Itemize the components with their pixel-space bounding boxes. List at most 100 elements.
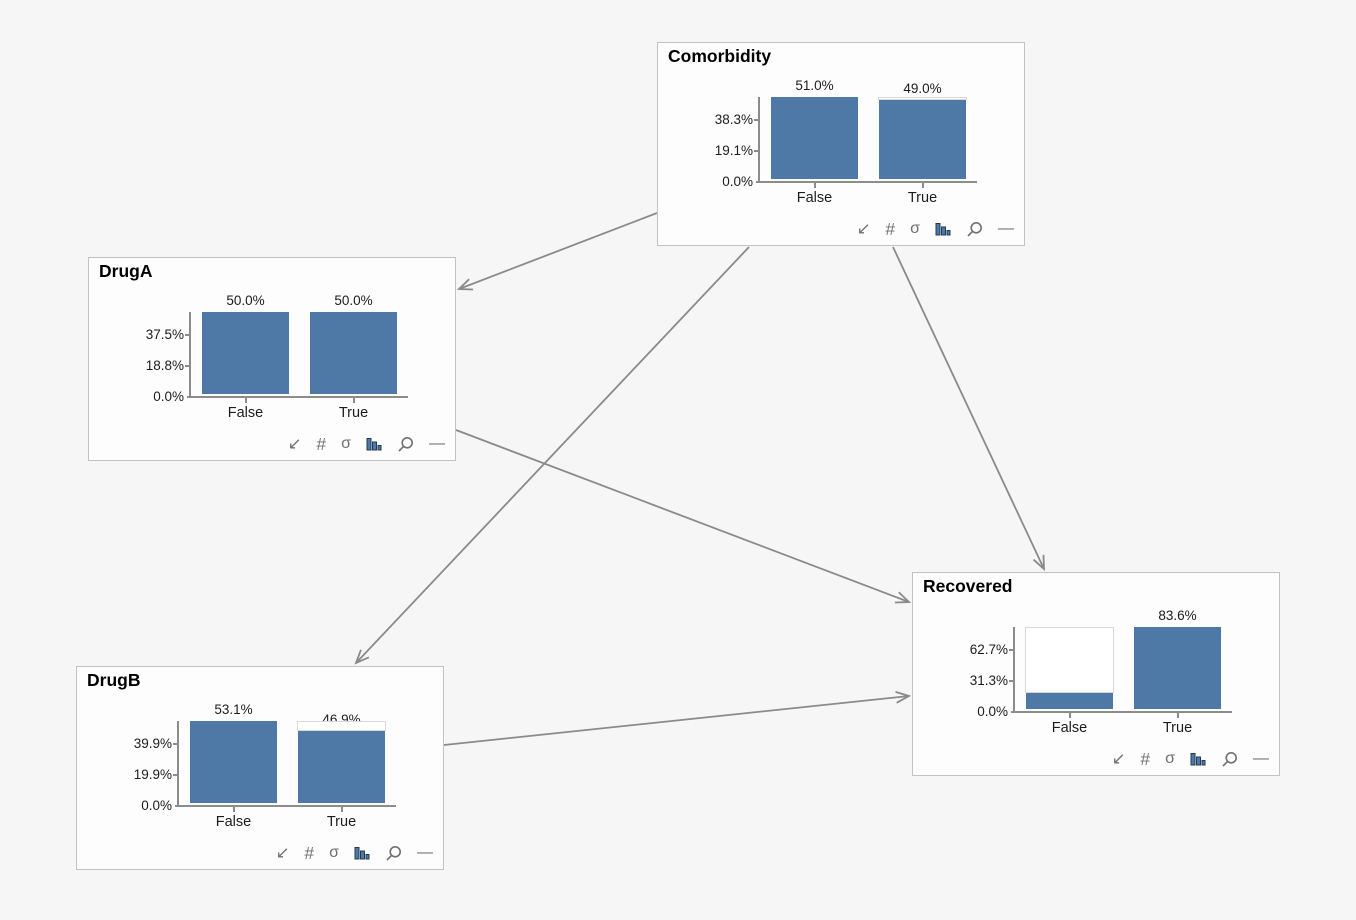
probability-bar-chart: 0.0% 18.8% 37.5% 50.0% False 50.0% True [89,258,455,460]
probability-bar[interactable] [202,312,289,394]
bar-value-label: 49.0% [903,81,942,97]
x-axis-line [175,805,396,807]
edge-comorbidity-drugb [356,246,750,663]
y-tickmark [754,150,759,152]
y-tick-label: 19.9% [133,767,172,782]
category-label: True [326,814,357,830]
y-tickmark [185,365,190,367]
node-title: Recovered [923,576,1013,596]
y-tick-label: 31.3% [969,673,1008,688]
y-tick-label: 0.0% [977,704,1008,719]
node-toolbar: ↙ # σ — [856,217,1014,241]
y-tick-label: 39.9% [133,736,172,751]
category-label: True [1162,720,1193,736]
probability-bar-chart: 0.0% 31.3% 62.7% 16.4% False 83.6% True [913,573,1279,775]
y-tickmark [754,119,759,121]
category-label: False [227,405,264,421]
probability-bar[interactable] [310,312,397,394]
bar-frame [1025,627,1114,693]
y-tick-label: 19.1% [714,143,753,158]
probability-bar[interactable] [1026,692,1113,709]
grid-icon[interactable]: # [885,219,896,239]
y-tick-label: 18.8% [145,358,184,373]
node-druga[interactable]: DrugA 0.0% 18.8% 37.5% 50.0% False 50.0%… [88,257,456,461]
probability-bar[interactable] [771,97,858,179]
y-tickmark [173,743,178,745]
minimize-icon[interactable]: — [998,220,1014,237]
category-label: False [1051,720,1088,736]
y-tickmark [1009,680,1014,682]
grid-icon[interactable]: # [316,434,327,454]
probability-bar[interactable] [879,100,966,179]
grid-icon[interactable]: # [1140,749,1151,769]
bar-group-true: 83.6% True [1134,573,1221,775]
bar-frame [297,721,386,731]
y-tick-label: 38.3% [714,112,753,127]
node-title: Comorbidity [668,46,772,66]
sigma-icon[interactable]: σ [910,220,920,237]
x-tickmark [232,807,235,812]
probability-bar[interactable] [1134,627,1221,709]
category-label: True [338,405,369,421]
y-axis-line [177,721,179,807]
bar-frame [878,97,967,101]
grid-icon[interactable]: # [304,843,315,863]
bar-group-false: 53.1% False [190,667,277,869]
pan-southwest-icon[interactable]: ↙ [275,844,290,862]
barchart-icon[interactable] [1190,751,1206,767]
y-tick-label: 62.7% [969,642,1008,657]
sigma-icon[interactable]: σ [329,844,339,861]
y-tick-label: 0.0% [153,389,184,404]
magnifier-icon[interactable] [1221,751,1238,768]
node-title: DrugB [87,670,141,690]
pan-southwest-icon[interactable]: ↙ [287,435,302,453]
y-axis-line [189,312,191,398]
node-toolbar: ↙ # σ — [1111,747,1269,771]
edge-comorbidity-druga [459,212,658,289]
sigma-icon[interactable]: σ [341,435,351,452]
x-tickmark [813,183,816,188]
y-tick-label: 0.0% [141,798,172,813]
magnifier-icon[interactable] [966,221,983,238]
minimize-icon[interactable]: — [1253,750,1269,767]
barchart-icon[interactable] [354,845,370,861]
bar-value-label: 53.1% [214,702,253,717]
x-tickmark [352,398,355,403]
bar-group-true: 49.0% True [878,43,967,245]
probability-bar-chart: 0.0% 19.9% 39.9% 53.1% False 46.9% True [77,667,443,869]
magnifier-icon[interactable] [385,845,402,862]
node-comorbidity[interactable]: Comorbidity 0.0% 19.1% 38.3% 51.0% False… [657,42,1025,246]
y-axis-line [1013,627,1015,713]
node-title: DrugA [99,261,153,281]
y-tick-label: 0.0% [722,174,753,189]
x-tickmark [340,807,343,812]
node-recovered[interactable]: Recovered 0.0% 31.3% 62.7% 16.4% False 8… [912,572,1280,776]
magnifier-icon[interactable] [397,436,414,453]
sigma-icon[interactable]: σ [1165,750,1175,767]
probability-bar[interactable] [298,730,385,803]
category-label: True [907,190,938,206]
x-axis-line [187,396,408,398]
node-drugb[interactable]: DrugB 0.0% 19.9% 39.9% 53.1% False 46.9%… [76,666,444,870]
bar-group-false: 50.0% False [202,258,289,460]
bar-value-label: 50.0% [334,293,373,308]
bar-value-label: 83.6% [1158,608,1197,623]
bar-group-true: 46.9% True [297,667,386,869]
bar-group-true: 50.0% True [310,258,397,460]
category-label: False [215,814,252,830]
pan-southwest-icon[interactable]: ↙ [1111,750,1126,768]
barchart-icon[interactable] [935,221,951,237]
node-toolbar: ↙ # σ — [287,432,445,456]
barchart-icon[interactable] [366,436,382,452]
y-tickmark [185,334,190,336]
bar-group-false: 16.4% False [1025,573,1114,775]
pan-southwest-icon[interactable]: ↙ [856,220,871,238]
edge-druga-recovered [455,429,909,602]
probability-bar[interactable] [190,721,277,803]
minimize-icon[interactable]: — [417,844,433,861]
bar-value-label: 50.0% [226,293,265,308]
category-label: False [796,190,833,206]
minimize-icon[interactable]: — [429,435,445,452]
